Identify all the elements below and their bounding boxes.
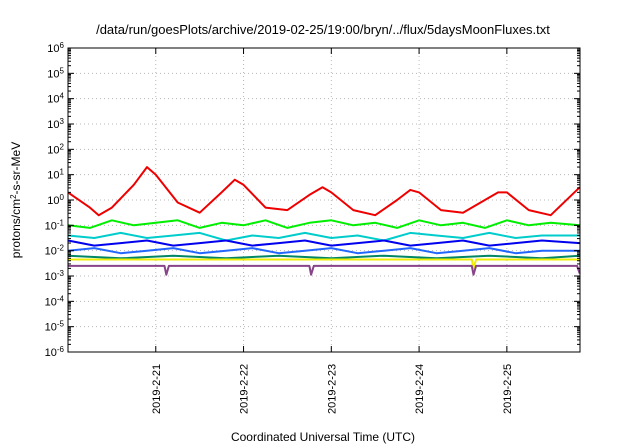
y-tick-label: 10-5 [45, 319, 65, 334]
x-axis-title: Coordinated Universal Time (UTC) [231, 430, 415, 444]
series-line-6 [67, 254, 580, 260]
y-tick-label: 102 [47, 142, 64, 157]
y-tick-label: 10-3 [45, 269, 65, 284]
y-tick-label: 10-1 [45, 218, 65, 233]
series-line-8 [68, 264, 581, 276]
series-line-7 [68, 258, 580, 270]
x-tick-label: 2019-2-22 [239, 364, 251, 414]
y-axis-title: protons/cm2-s-sr-MeV [9, 142, 24, 258]
y-tick-label: 105 [47, 66, 64, 81]
series-line-2 [67, 219, 580, 229]
y-tick-label: 103 [47, 117, 64, 132]
y-tick-label: 101 [47, 167, 64, 182]
x-tick-labels: 2019-2-21 2019-2-22 2019-2-23 2019-2-24 2019… [151, 364, 514, 414]
y-tick-label: 104 [47, 91, 64, 106]
x-tick-label: 2019-2-21 [151, 364, 163, 414]
y-tick-labels: 106 105 104 103 102 101 100 10-1 10-2 10-3 10-4 10-… [45, 41, 65, 360]
y-tick-label: 100 [47, 193, 64, 208]
series-line-5 [67, 247, 580, 255]
y-axis-title-sup: 2 [9, 194, 18, 199]
gridlines [68, 48, 580, 352]
y-tick-label: 10-4 [45, 294, 65, 309]
series-line-3 [67, 231, 580, 242]
y-tick-label: 106 [47, 41, 64, 56]
x-tick-label: 2019-2-25 [502, 364, 514, 414]
x-tick-label: 2019-2-24 [414, 364, 426, 414]
y-axis-title-rest: -s-sr-MeV [9, 142, 23, 195]
y-tick-label: 10-6 [45, 345, 65, 360]
y-tick-label: 10-2 [45, 243, 65, 258]
series-layer [67, 166, 581, 276]
series-line-4 [67, 239, 580, 247]
x-tick-label: 2019-2-23 [326, 364, 338, 414]
chart-title: /data/run/goesPlots/archive/2019-02-25/1… [96, 22, 550, 37]
y-axis-title-base: protons/cm [9, 199, 23, 258]
ticks [68, 47, 580, 353]
series-line-1 [67, 166, 581, 217]
